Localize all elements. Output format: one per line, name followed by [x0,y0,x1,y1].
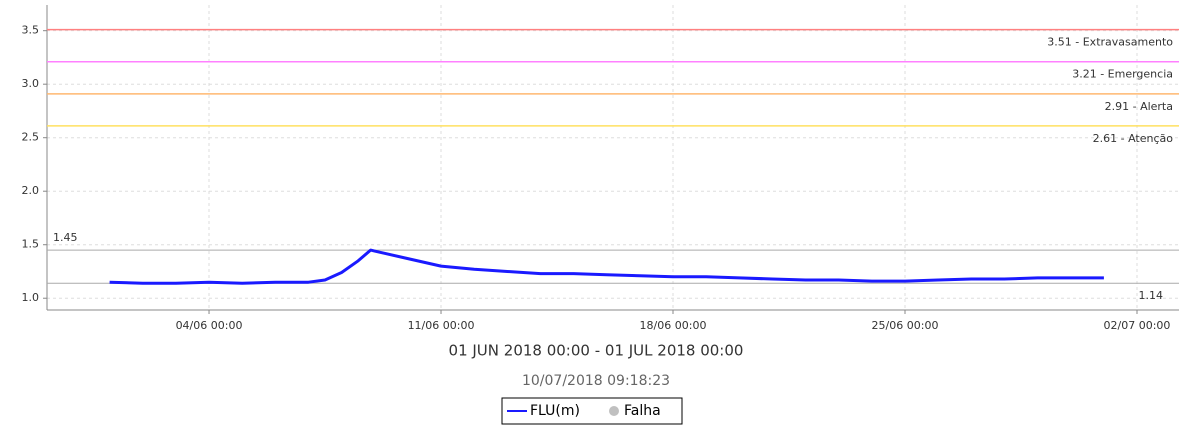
threshold-label: 2.91 - Alerta [1105,100,1173,113]
y-tick-label: 3.5 [22,24,40,37]
y-tick-label: 2.0 [22,184,40,197]
threshold-label: 2.61 - Atenção [1093,132,1174,145]
threshold-label: 3.21 - Emergencia [1072,68,1173,81]
x-tick-label: 11/06 00:00 [408,319,475,332]
legend-label: Falha [624,403,661,419]
x-tick-label: 18/06 00:00 [640,319,707,332]
legend-box [501,397,683,425]
x-tick-label: 04/06 00:00 [176,319,243,332]
x-tick-label: 25/06 00:00 [872,319,939,332]
legend-swatch [609,406,619,416]
y-tick-label: 1.5 [22,238,40,251]
reference-label: 1.14 [1139,289,1164,302]
timestamp: 10/07/2018 09:18:23 [522,373,670,389]
x-tick-label: 02/07 00:00 [1104,319,1171,332]
threshold-label: 3.51 - Extravasamento [1047,36,1173,49]
y-tick-label: 2.5 [22,131,40,144]
data-line [109,248,1104,285]
y-tick-label: 1.0 [22,291,40,304]
x-axis-title: 01 JUN 2018 00:00 - 01 JUL 2018 00:00 [449,342,744,360]
legend-label: FLU(m) [530,403,580,419]
reference-label: 1.45 [53,231,78,244]
y-tick-label: 3.0 [22,77,40,90]
